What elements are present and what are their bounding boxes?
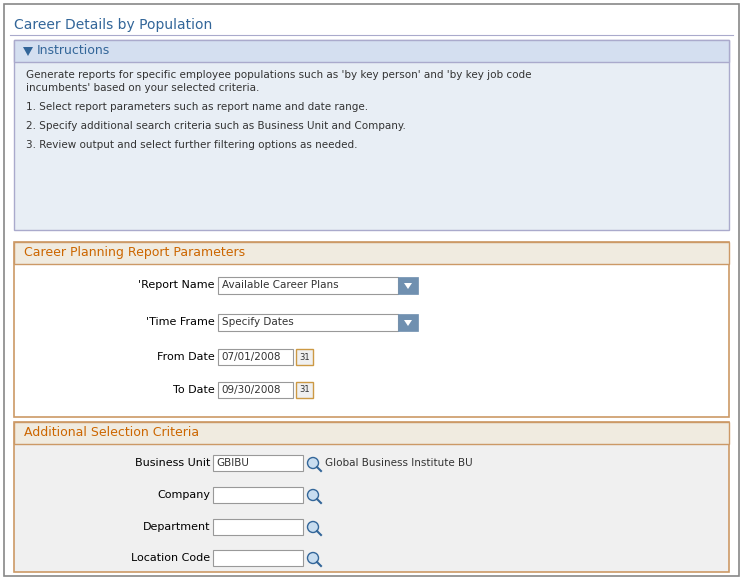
Bar — [213, 455, 303, 471]
Bar — [218, 382, 293, 398]
Polygon shape — [404, 283, 412, 289]
Text: Instructions: Instructions — [37, 44, 110, 57]
Bar — [296, 349, 313, 365]
Text: 07/01/2008: 07/01/2008 — [221, 352, 281, 362]
Polygon shape — [23, 47, 33, 56]
Text: incumbents' based on your selected criteria.: incumbents' based on your selected crite… — [26, 83, 259, 93]
Polygon shape — [404, 320, 412, 326]
Text: Available Career Plans: Available Career Plans — [222, 280, 339, 290]
Text: Specify Dates: Specify Dates — [222, 317, 293, 327]
Text: 'Time Frame: 'Time Frame — [146, 317, 215, 327]
Text: Company: Company — [157, 490, 210, 500]
Text: 2. Specify additional search criteria such as Business Unit and Company.: 2. Specify additional search criteria su… — [26, 121, 406, 131]
Bar — [218, 349, 293, 365]
Circle shape — [308, 458, 319, 469]
Bar — [218, 277, 398, 294]
Text: Business Unit: Business Unit — [134, 458, 210, 468]
Text: GBIBU: GBIBU — [216, 458, 249, 468]
Bar — [14, 422, 729, 444]
Bar — [213, 519, 303, 535]
Text: Career Planning Report Parameters: Career Planning Report Parameters — [24, 246, 245, 259]
Bar — [14, 242, 729, 264]
Text: Global Business Institute BU: Global Business Institute BU — [325, 458, 473, 468]
Bar — [213, 550, 303, 566]
Text: Career Details by Population: Career Details by Population — [14, 18, 212, 32]
Bar — [213, 487, 303, 503]
Circle shape — [308, 553, 319, 564]
Bar — [398, 314, 418, 331]
Text: Additional Selection Criteria: Additional Selection Criteria — [24, 426, 199, 439]
Circle shape — [308, 490, 319, 501]
Bar — [14, 40, 729, 230]
Text: 31: 31 — [299, 386, 310, 394]
Circle shape — [308, 521, 319, 532]
Bar — [14, 40, 729, 62]
Text: 'Report Name: 'Report Name — [138, 280, 215, 290]
Text: 31: 31 — [299, 353, 310, 361]
Bar — [218, 314, 398, 331]
Text: From Date: From Date — [158, 352, 215, 362]
Text: 3. Review output and select further filtering options as needed.: 3. Review output and select further filt… — [26, 140, 357, 150]
Text: Department: Department — [143, 522, 210, 532]
Bar — [296, 382, 313, 398]
Text: Generate reports for specific employee populations such as 'by key person' and ': Generate reports for specific employee p… — [26, 70, 531, 80]
Bar — [14, 422, 729, 572]
Bar — [14, 242, 729, 417]
Text: 1. Select report parameters such as report name and date range.: 1. Select report parameters such as repo… — [26, 102, 368, 112]
Text: Location Code: Location Code — [131, 553, 210, 563]
Text: 09/30/2008: 09/30/2008 — [221, 385, 281, 395]
Text: To Date: To Date — [173, 385, 215, 395]
Bar — [398, 277, 418, 294]
